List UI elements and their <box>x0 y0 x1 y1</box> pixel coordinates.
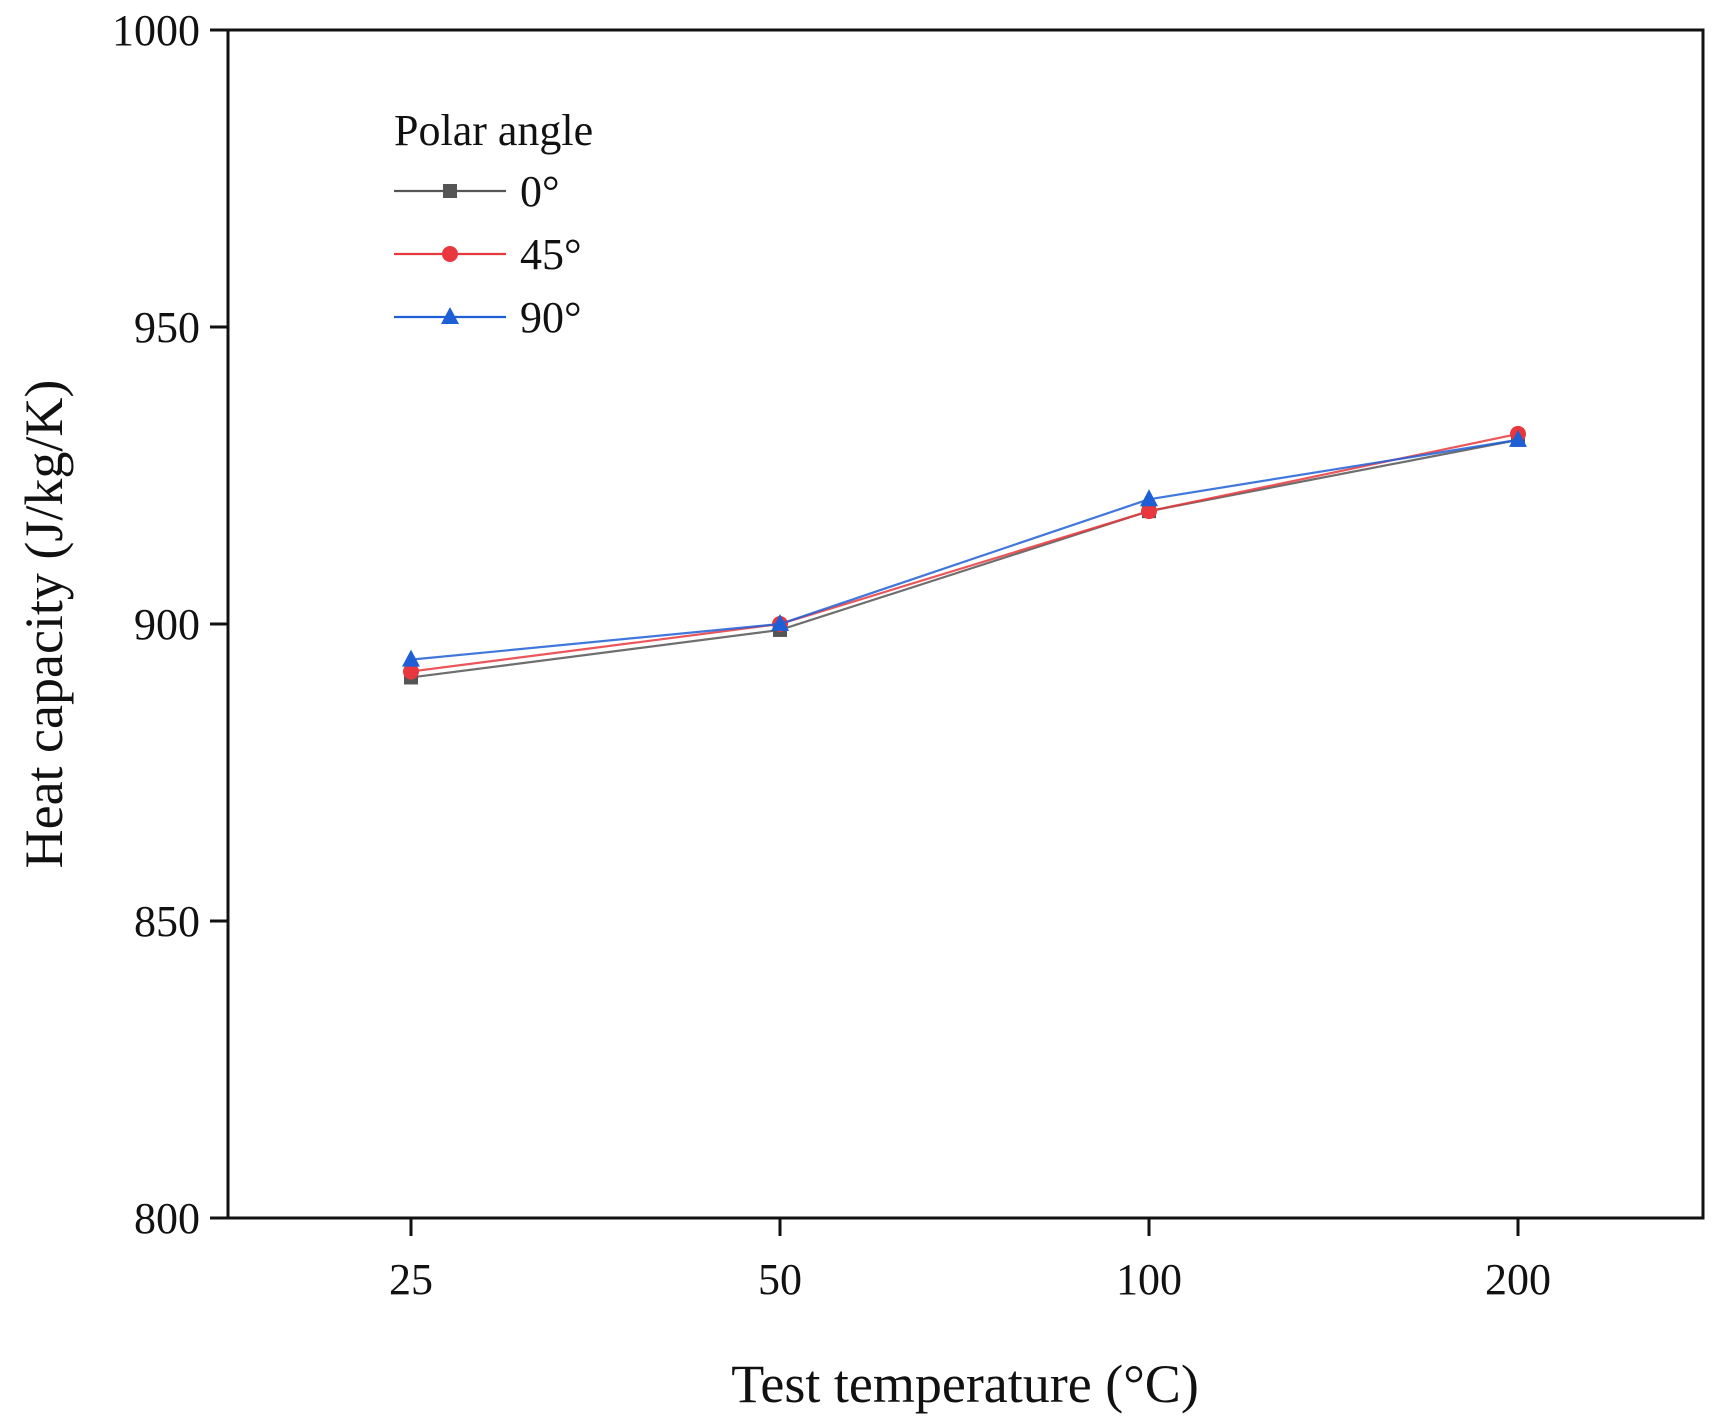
legend-marker <box>441 307 459 324</box>
x-tick-label: 50 <box>758 1255 802 1304</box>
series-line-0 <box>410 438 1519 679</box>
y-tick-label: 900 <box>134 600 200 649</box>
legend-title: Polar angle <box>394 106 593 155</box>
legend-label: 0° <box>520 167 560 216</box>
y-tick-label: 1000 <box>112 6 200 55</box>
plot-frame <box>226 28 1705 1220</box>
data-point <box>1141 503 1157 520</box>
data-point <box>1509 429 1527 447</box>
legend-marker <box>442 246 458 262</box>
y-axis: 800 850 900 950 1000 <box>112 6 228 1243</box>
y-tick-label: 800 <box>134 1194 200 1243</box>
y-tick-label: 850 <box>134 897 200 946</box>
x-axis: 25 50 100 200 <box>389 1218 1551 1304</box>
data-point <box>771 614 789 631</box>
y-tick-label: 950 <box>134 303 200 352</box>
legend-label: 90° <box>520 293 582 342</box>
x-tick-label: 100 <box>1116 1255 1182 1304</box>
x-axis-title: Test temperature (°C) <box>731 1354 1199 1414</box>
legend-marker <box>443 184 457 198</box>
series-layer <box>402 425 1527 685</box>
y-axis-title: Heat capacity (J/kg/K) <box>14 380 74 869</box>
data-point <box>402 649 420 667</box>
series-line-1 <box>410 432 1519 673</box>
data-point <box>403 663 419 680</box>
series-line-2 <box>410 438 1519 661</box>
legend-label: 45° <box>520 230 582 279</box>
x-tick-label: 200 <box>1485 1255 1551 1304</box>
x-tick-label: 25 <box>389 1255 433 1304</box>
data-point <box>1140 489 1158 507</box>
legend: Polar angle 0° 45° 90° <box>394 106 593 342</box>
